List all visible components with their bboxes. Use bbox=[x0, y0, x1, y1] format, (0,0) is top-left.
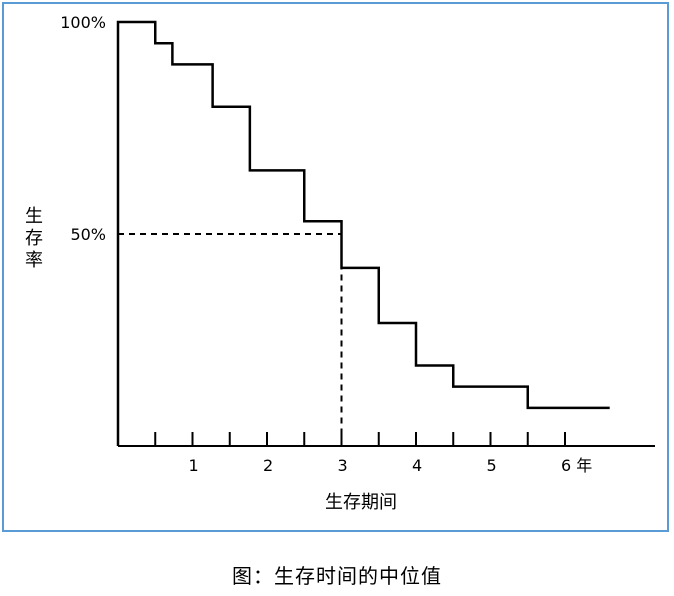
figure-caption: 图：生存时间的中位值 bbox=[232, 564, 442, 588]
y-tick-label: 100% bbox=[60, 13, 106, 32]
x-tick-label: 4 bbox=[412, 456, 422, 475]
median-guide-line bbox=[118, 233, 343, 446]
x-axis-label: 生存期间 bbox=[325, 492, 397, 513]
y-axis-label: 生存率 bbox=[25, 206, 43, 271]
x-tick-label: 5 bbox=[487, 456, 497, 475]
survival-step-line bbox=[116, 20, 610, 446]
chart-frame bbox=[2, 2, 669, 532]
x-tick-label: 1 bbox=[189, 456, 199, 475]
x-tick-label: 6 年 bbox=[561, 456, 592, 475]
x-tick-label: 2 bbox=[263, 456, 273, 475]
survival-chart: 1 2 3 4 5 6 年 100% 50% 生存率 生存期间 bbox=[25, 13, 655, 513]
y-tick-label: 50% bbox=[70, 225, 106, 244]
y-axis-label-char: 生 bbox=[25, 206, 43, 227]
y-axis-label-char: 存 bbox=[25, 228, 43, 249]
x-tick-label: 3 bbox=[338, 456, 348, 475]
y-axis-label-char: 率 bbox=[25, 250, 43, 271]
